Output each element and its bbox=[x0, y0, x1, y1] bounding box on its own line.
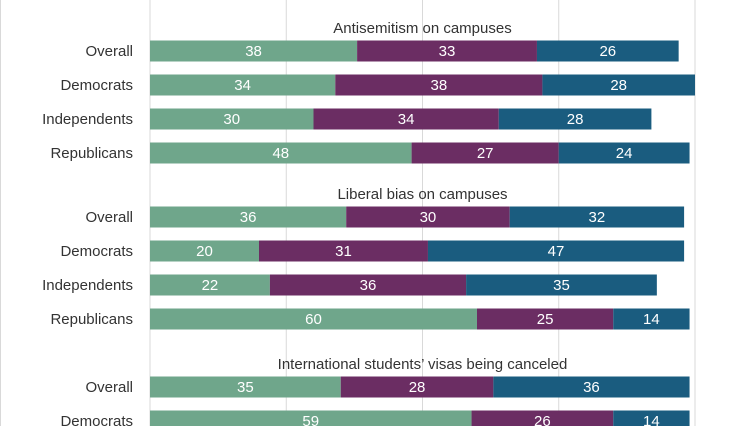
group-title: Antisemitism on campuses bbox=[333, 20, 511, 37]
bar-value-label: 34 bbox=[398, 111, 415, 128]
bar-segment bbox=[150, 240, 259, 262]
row-label: Democrats bbox=[60, 243, 133, 260]
bar-value-label: 25 bbox=[537, 311, 554, 328]
bar-segment bbox=[427, 240, 685, 262]
bar-value-label: 34 bbox=[234, 77, 251, 94]
bar-value-label: 28 bbox=[409, 379, 426, 396]
bar-segment bbox=[150, 376, 341, 398]
bar-segment bbox=[498, 108, 652, 130]
bar-segment bbox=[477, 308, 614, 330]
bar-segment bbox=[259, 240, 428, 262]
bar-value-label: 14 bbox=[643, 311, 660, 328]
bar-value-label: 28 bbox=[567, 111, 584, 128]
bar-segment bbox=[346, 206, 510, 228]
bar-segment bbox=[536, 40, 679, 62]
row-label: Independents bbox=[42, 277, 133, 294]
bar-value-label: 35 bbox=[237, 379, 254, 396]
bar-segment bbox=[411, 142, 559, 164]
bar-segment bbox=[466, 274, 657, 296]
bar-segment bbox=[340, 376, 494, 398]
row-label: Overall bbox=[85, 209, 133, 226]
bar-value-label: 38 bbox=[245, 43, 262, 60]
bar-value-label: 32 bbox=[589, 209, 606, 226]
bar-segment bbox=[150, 142, 412, 164]
bar-segment bbox=[150, 108, 314, 130]
bar-segment bbox=[613, 308, 690, 330]
bar-value-label: 26 bbox=[599, 43, 616, 60]
bar-value-label: 27 bbox=[477, 145, 494, 162]
bar-segment bbox=[558, 142, 690, 164]
bar-segment bbox=[150, 410, 472, 426]
row-label: Democrats bbox=[60, 413, 133, 426]
bar-value-label: 47 bbox=[548, 243, 565, 260]
row-label: Republicans bbox=[50, 311, 133, 328]
bar-segment bbox=[150, 274, 270, 296]
bar-segment bbox=[269, 274, 467, 296]
group-title: International students’ visas being canc… bbox=[278, 356, 568, 373]
bar-value-label: 14 bbox=[643, 413, 660, 426]
bar-segment bbox=[471, 410, 614, 426]
bar-value-label: 48 bbox=[272, 145, 289, 162]
bar-value-label: 38 bbox=[431, 77, 448, 94]
bar-value-label: 26 bbox=[534, 413, 551, 426]
bar-segment bbox=[150, 308, 477, 330]
bar-segment bbox=[493, 376, 690, 398]
bar-segment bbox=[150, 40, 358, 62]
bar-value-label: 36 bbox=[360, 277, 377, 294]
bar-value-label: 31 bbox=[335, 243, 352, 260]
bar-value-label: 36 bbox=[583, 379, 600, 396]
bar-segment bbox=[150, 206, 347, 228]
bar-segment bbox=[313, 108, 499, 130]
bar-value-label: 33 bbox=[439, 43, 456, 60]
bar-segment bbox=[542, 74, 695, 96]
bar-segment bbox=[357, 40, 537, 62]
bar-value-label: 30 bbox=[223, 111, 240, 128]
row-label: Republicans bbox=[50, 145, 133, 162]
bar-segment bbox=[335, 74, 543, 96]
bar-segment bbox=[613, 410, 690, 426]
row-label: Overall bbox=[85, 43, 133, 60]
group-title: Liberal bias on campuses bbox=[337, 186, 507, 203]
row-label: Overall bbox=[85, 379, 133, 396]
bar-value-label: 60 bbox=[305, 311, 322, 328]
bar-value-label: 59 bbox=[302, 413, 319, 426]
bar-value-label: 20 bbox=[196, 243, 213, 260]
row-label: Democrats bbox=[60, 77, 133, 94]
bar-segment bbox=[150, 74, 336, 96]
bar-value-label: 36 bbox=[240, 209, 257, 226]
bar-segment bbox=[509, 206, 685, 228]
bar-value-label: 22 bbox=[202, 277, 219, 294]
bar-value-label: 28 bbox=[610, 77, 627, 94]
bar-value-label: 24 bbox=[616, 145, 633, 162]
bar-value-label: 30 bbox=[420, 209, 437, 226]
row-label: Independents bbox=[42, 111, 133, 128]
bar-value-label: 35 bbox=[553, 277, 570, 294]
